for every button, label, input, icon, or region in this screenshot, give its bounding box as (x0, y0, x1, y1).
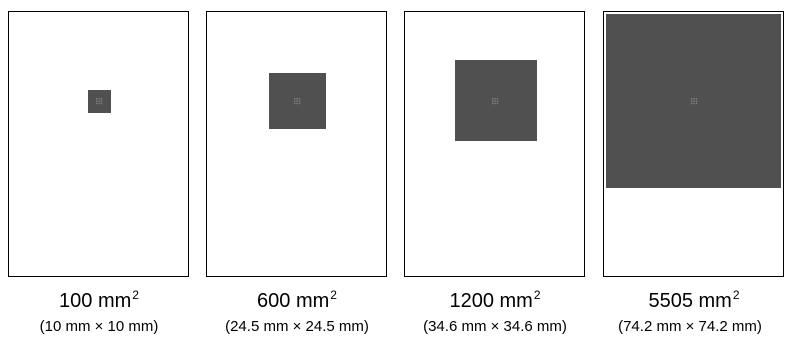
area-label: 5505 mm2 (648, 288, 740, 312)
area-label: 600 mm2 (257, 288, 337, 312)
panel-5505mm2 (603, 11, 784, 277)
dimension-label: (74.2 mm × 74.2 mm) (618, 318, 762, 335)
dimension-label: (24.5 mm × 24.5 mm) (225, 318, 369, 335)
panel-100mm2 (8, 11, 189, 277)
center-dots-icon (491, 97, 499, 105)
panel-600mm2 (206, 11, 387, 277)
dimension-label: (10 mm × 10 mm) (39, 318, 159, 335)
center-dots-icon (690, 97, 698, 105)
center-dots-icon (95, 97, 103, 105)
dimension-label: (34.6 mm × 34.6 mm) (423, 318, 567, 335)
center-dots-icon (293, 97, 301, 105)
area-label: 100 mm2 (59, 288, 139, 312)
panel-1200mm2 (404, 11, 585, 277)
area-label: 1200 mm2 (449, 288, 541, 312)
